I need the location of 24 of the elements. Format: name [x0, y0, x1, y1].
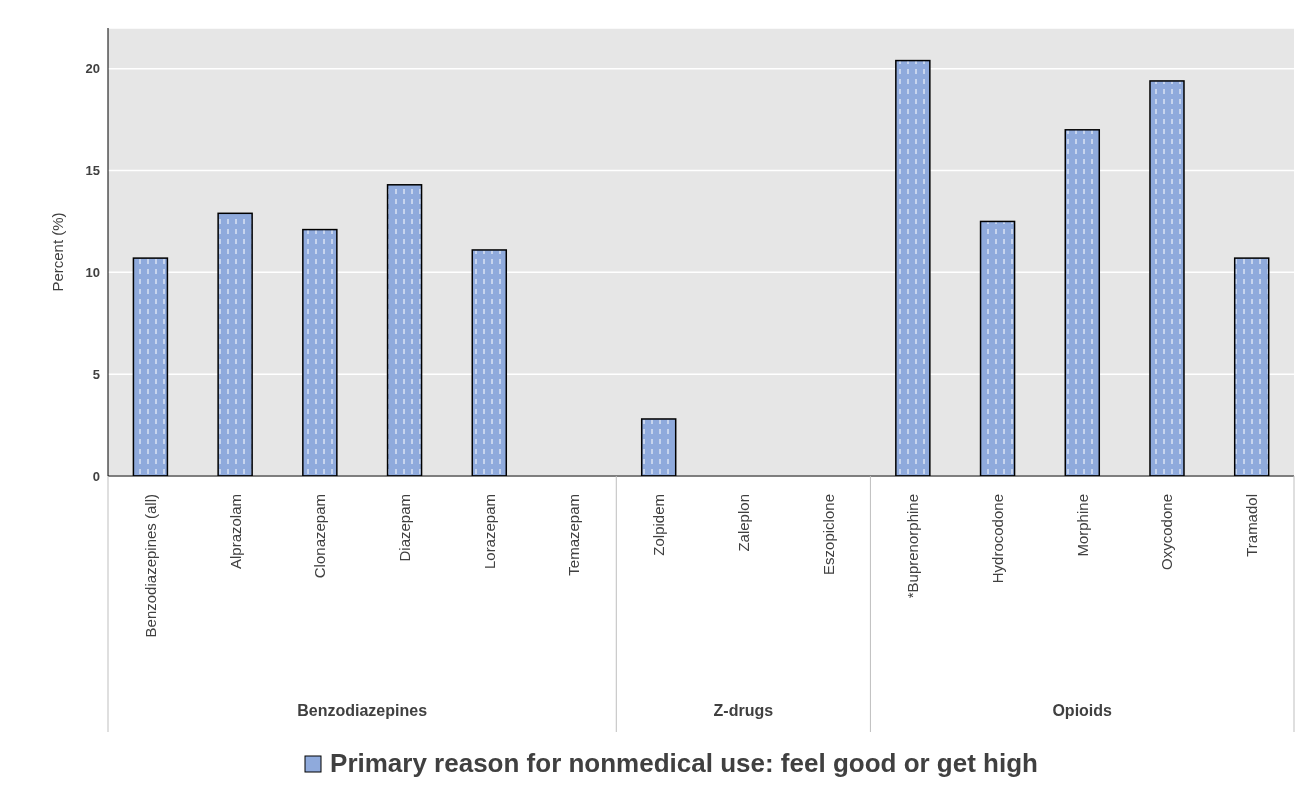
- text: Z-drugs: [713, 702, 774, 719]
- y-tick-label: 15: [85, 163, 100, 179]
- y-tick-label: 5: [92, 366, 100, 382]
- y-axis-title: Percent (%): [49, 212, 67, 292]
- y-tick-label: 20: [85, 61, 100, 77]
- x-tick-label: Hydrocodone: [989, 494, 1006, 584]
- x-tick-label: Oxycodone: [1158, 494, 1176, 570]
- x-tick-label: Temazepam: [565, 494, 583, 576]
- text: Opioids: [1052, 702, 1113, 719]
- x-tick-label: Eszopiclone: [819, 494, 837, 575]
- x-tick-label: Benzodiazepines (all): [141, 494, 159, 638]
- x-tick-label: Tramadol: [1243, 494, 1261, 557]
- x-tick-label: Alprazolam: [226, 494, 244, 570]
- y-tick-label: 0: [92, 468, 100, 484]
- text: Benzodiazepines: [297, 702, 428, 719]
- y-tick-label: 10: [85, 264, 100, 280]
- x-tick-label: Zolpidem: [650, 494, 668, 556]
- x-tick-label: Clonazepam: [311, 494, 329, 579]
- x-tick-label: Zaleplon: [734, 494, 752, 552]
- legend-label: Primary reason for nonmedical use: feel good or get high: [329, 748, 1038, 779]
- x-tick-label: Morphine: [1073, 494, 1091, 557]
- x-tick-label: *Buprenorphine: [904, 494, 922, 599]
- x-tick-label: Lorazepam: [480, 494, 498, 570]
- x-tick-label: Diazepam: [396, 494, 413, 562]
